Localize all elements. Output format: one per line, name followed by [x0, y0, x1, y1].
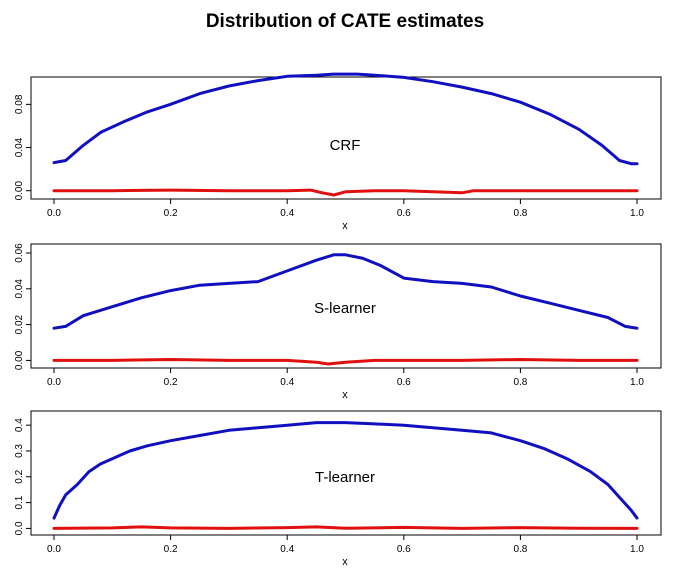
x-tick-label: 0.8 [513, 208, 527, 219]
panel-1: 0.0 0.2 0.4 0.6 0.8 1.0 x 0.00 0.04 0.08 CRF [14, 72, 662, 232]
panel-frame [30, 410, 662, 536]
panel-frame [30, 243, 662, 369]
panel-annotation: S-learner [314, 300, 376, 317]
x-tick-label: 1.0 [630, 208, 644, 219]
x-axis-label: x [342, 389, 348, 401]
x-tick-label: 0.0 [47, 544, 61, 555]
x-tick-label: 1.0 [630, 544, 644, 555]
x-tick-label: 0.8 [513, 377, 527, 388]
lower-series-line [52, 188, 639, 197]
lower-series-line [52, 525, 639, 530]
y-tick-label: 0.04 [14, 279, 25, 299]
panel-3: 0.0 0.2 0.4 0.6 0.8 1.0 x 0.0 0.1 0.2 0.3 0.4 T-lear… [14, 410, 662, 568]
y-tick-label: 0.06 [14, 243, 25, 263]
panel-annotation: T-learner [315, 469, 375, 486]
y-tick-label: 0.3 [14, 444, 25, 458]
upper-series-line [52, 253, 639, 330]
panel-annotation: CRF [330, 137, 361, 154]
y-tick-label: 0.00 [14, 181, 25, 201]
x-tick-label: 1.0 [630, 377, 644, 388]
x-tick-label: 0.4 [280, 377, 294, 388]
x-tick-label: 0.0 [47, 377, 61, 388]
x-tick-label: 0.4 [280, 208, 294, 219]
panel-frame [30, 76, 662, 200]
x-tick-label: 0.6 [397, 208, 411, 219]
y-tick-label: 0.04 [14, 137, 25, 157]
x-tick-label: 0.4 [280, 544, 294, 555]
y-tick-label: 0.02 [14, 314, 25, 334]
panel-2: 0.0 0.2 0.4 0.6 0.8 1.0 x 0.00 0.02 0.04 0.06 S-lea… [14, 243, 662, 401]
y-tick-label: 0.1 [14, 495, 25, 509]
chart-title: Distribution of CATE estimates [206, 11, 484, 32]
x-tick-label: 0.6 [397, 544, 411, 555]
x-tick-label: 0.0 [47, 208, 61, 219]
upper-series-line [52, 72, 639, 166]
y-tick-label: 0.2 [14, 469, 25, 483]
x-axis-label: x [342, 556, 348, 568]
y-tick-label: 0.0 [14, 521, 25, 535]
x-tick-label: 0.6 [397, 377, 411, 388]
y-tick-label: 0.08 [14, 94, 25, 114]
y-tick-label: 0.00 [14, 350, 25, 370]
x-tick-label: 0.2 [164, 544, 178, 555]
x-axis-label: x [342, 220, 348, 232]
x-tick-label: 0.8 [513, 544, 527, 555]
upper-series-line [52, 421, 639, 520]
lower-series-line [52, 358, 639, 366]
x-tick-label: 0.2 [164, 208, 178, 219]
y-tick-label: 0.4 [14, 418, 25, 432]
x-tick-label: 0.2 [164, 377, 178, 388]
